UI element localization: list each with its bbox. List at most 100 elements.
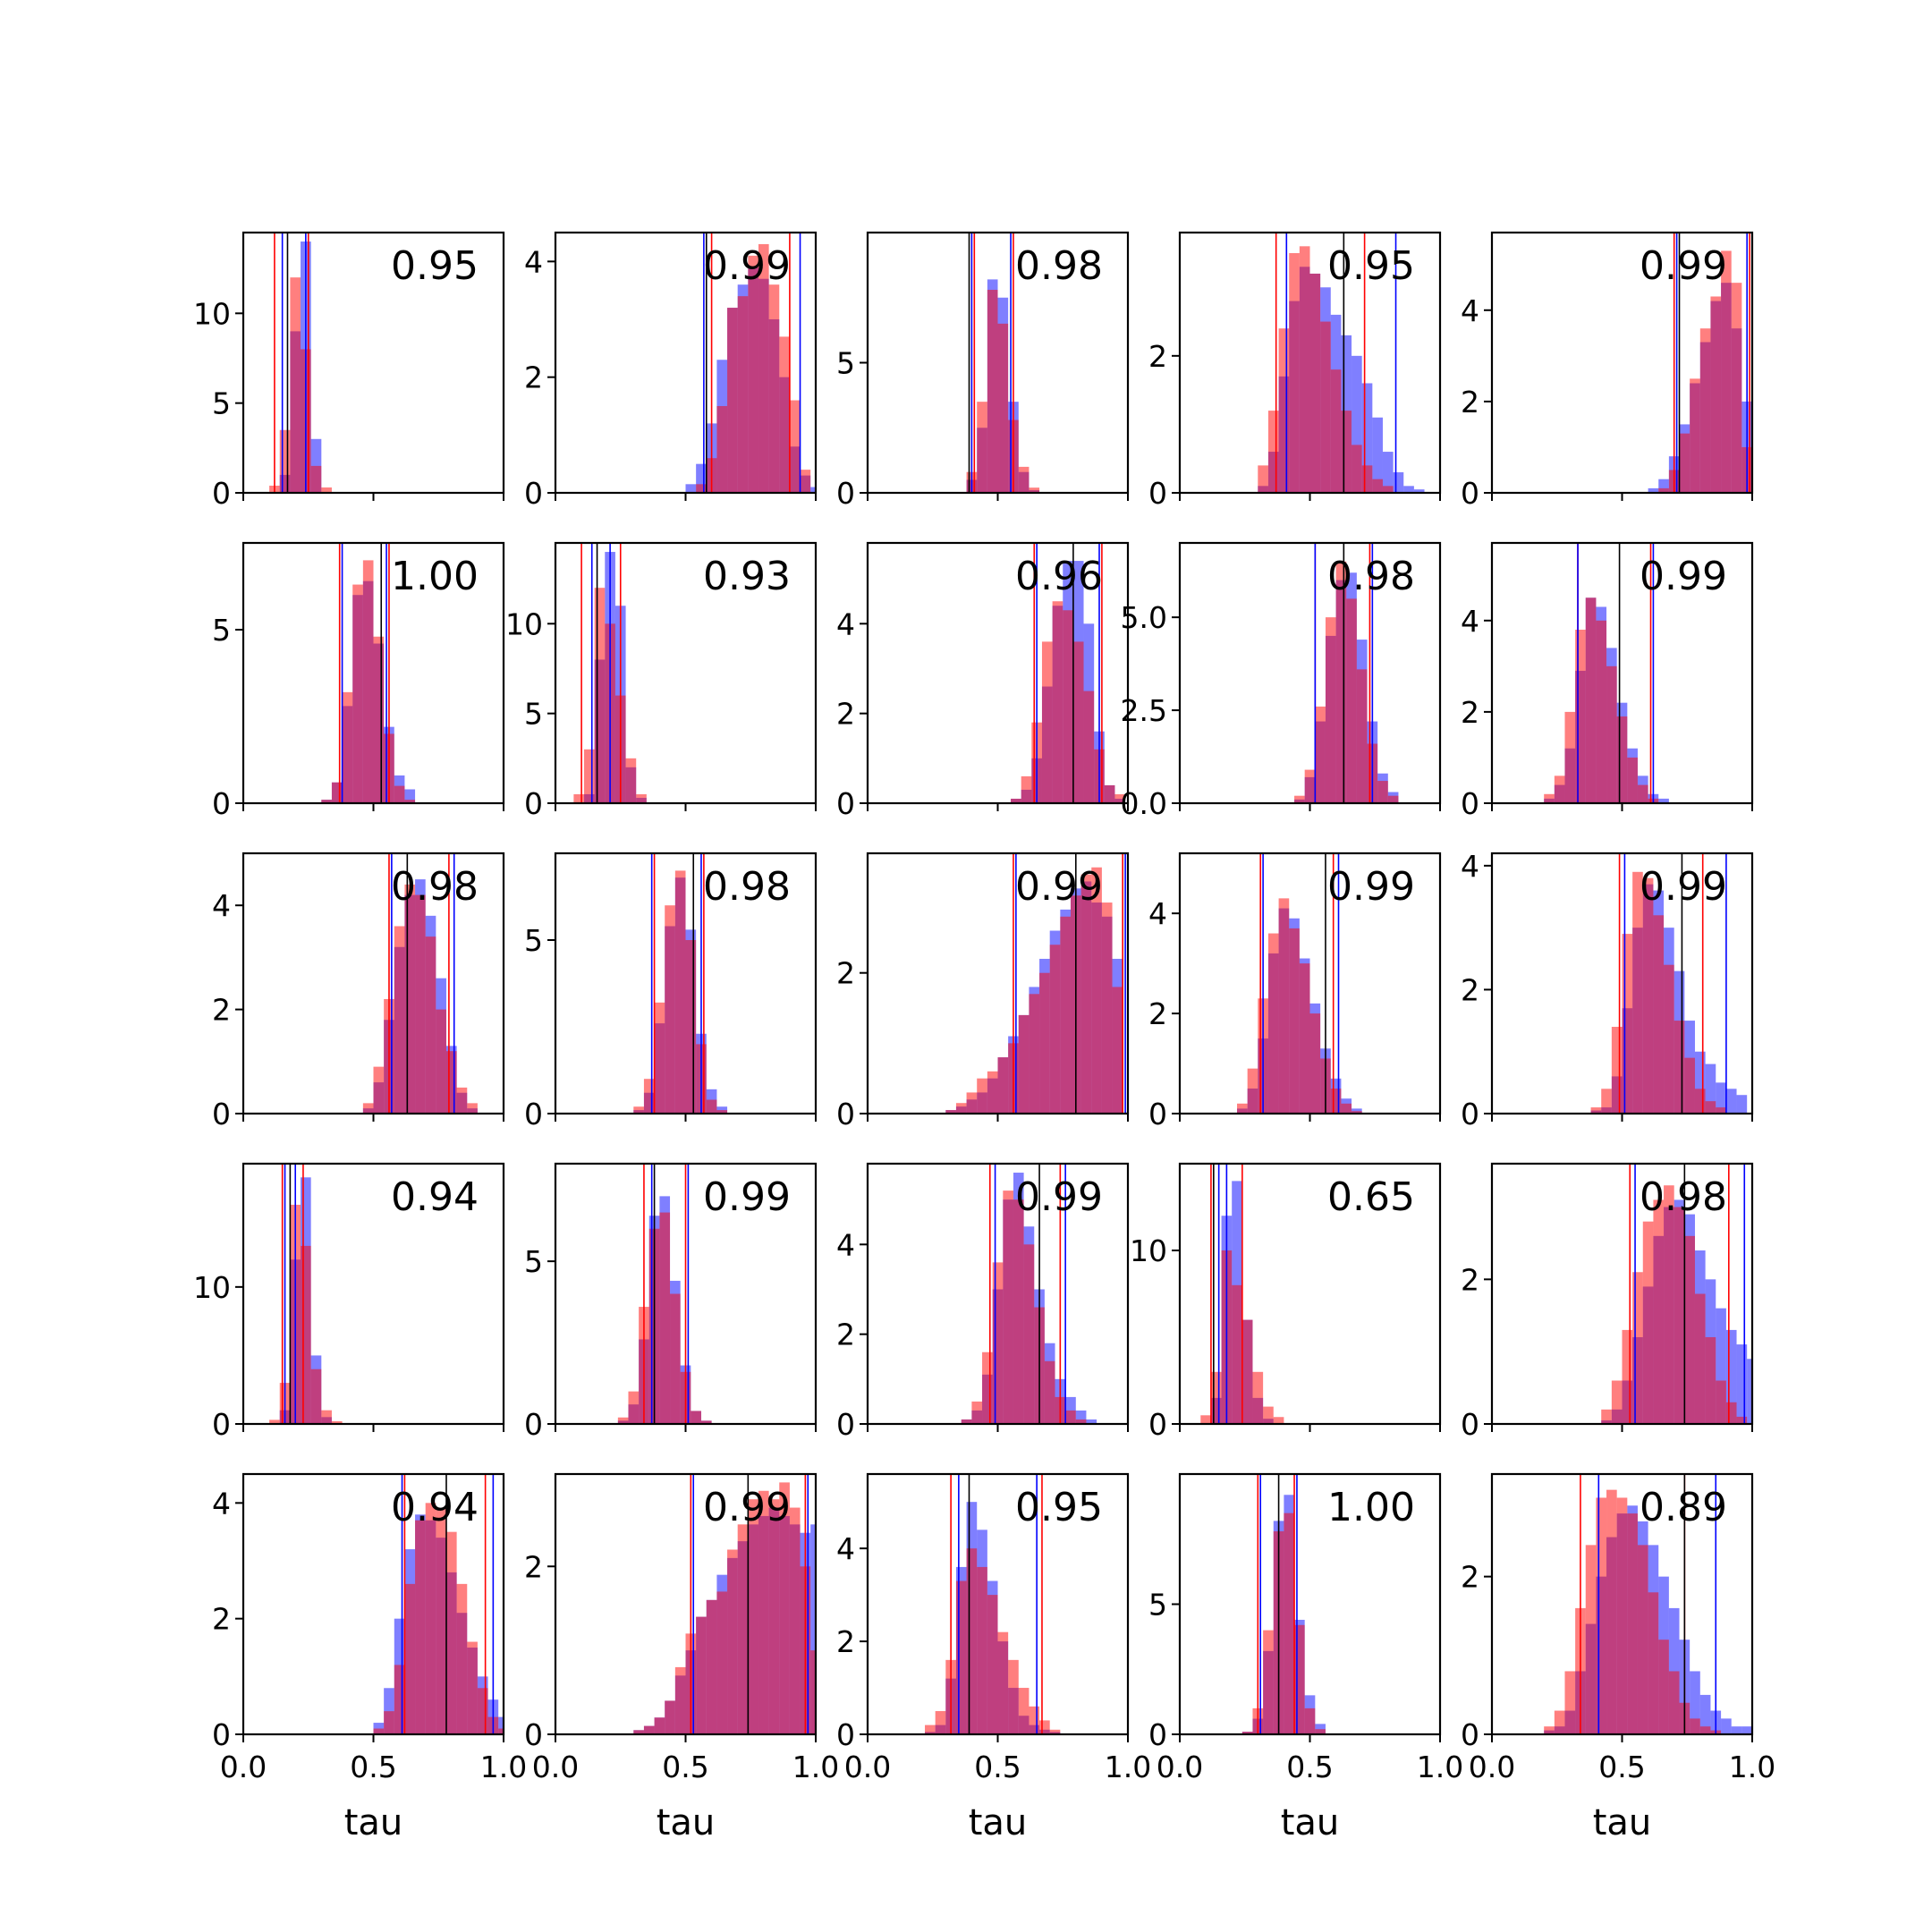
subplot-3-5: 0 2 4 0.99 <box>1461 849 1754 1131</box>
red-histogram-bar <box>966 1092 978 1114</box>
x-axis-label: tau <box>1281 1802 1340 1843</box>
blue-histogram-bar <box>1736 1095 1748 1114</box>
blue-histogram-bar <box>1382 452 1394 493</box>
red-histogram-bar <box>737 1524 749 1734</box>
ratio-annotation: 0.94 <box>391 1485 479 1530</box>
red-histogram-bar <box>1705 1101 1716 1114</box>
x-tick-label: 1.0 <box>480 1750 527 1784</box>
y-tick-label: 2 <box>836 1624 855 1659</box>
red-histogram-bar <box>1049 945 1061 1114</box>
x-tick-label: 1.0 <box>1105 1750 1151 1784</box>
subplot-5-1: 0 2 4 0.0 0.5 1.0 tau 0.94 <box>212 1472 527 1843</box>
red-histogram-bar <box>1273 1417 1284 1424</box>
x-tick-label: 0.5 <box>662 1750 708 1784</box>
plot-area <box>1241 1474 1326 1734</box>
subplot-5-3: 0 2 4 0.0 0.5 1.0 tau 0.95 <box>836 1472 1151 1843</box>
red-histogram-bar <box>1616 716 1628 803</box>
x-tick-label: 1.0 <box>1417 1750 1463 1784</box>
subplot-3-1: 0 2 4 0.98 <box>212 852 505 1131</box>
plot-area <box>1200 1164 1284 1424</box>
red-histogram-bar <box>1705 1337 1716 1424</box>
red-histogram-bar <box>1018 1688 1030 1734</box>
blue-histogram-bar <box>1372 417 1383 493</box>
red-histogram-bar <box>758 243 769 493</box>
red-histogram-bar <box>352 584 363 803</box>
red-histogram-bar <box>1341 1103 1352 1114</box>
red-histogram-bar <box>1601 1089 1612 1114</box>
red-histogram-bar <box>1294 795 1305 803</box>
y-tick-label: 4 <box>1461 849 1479 884</box>
subplot-3-4: 0 2 4 0.99 <box>1148 852 1442 1131</box>
y-tick-label: 0 <box>1148 476 1167 511</box>
red-histogram-bar <box>456 1583 468 1734</box>
blue-histogram-bar <box>1716 1082 1726 1114</box>
red-histogram-bar <box>584 749 595 803</box>
blue-histogram-bar <box>1716 1308 1726 1424</box>
y-tick-label: 5 <box>1148 1588 1167 1623</box>
red-histogram-bar <box>1278 898 1290 1114</box>
red-histogram-bar <box>1049 1729 1061 1734</box>
red-histogram-bar <box>445 1051 457 1114</box>
blue-histogram-bar <box>696 463 707 493</box>
red-histogram-bar <box>1596 620 1607 803</box>
red-histogram-bar <box>1637 1545 1648 1734</box>
red-histogram-bar <box>727 1549 738 1734</box>
ratio-annotation: 1.00 <box>1327 1485 1415 1530</box>
red-histogram-bar <box>1029 1706 1040 1734</box>
y-tick-label: 5 <box>524 1244 543 1279</box>
red-histogram-bar <box>1263 1406 1274 1424</box>
red-histogram-bar <box>997 1631 1009 1734</box>
red-histogram-bar <box>1346 598 1357 803</box>
y-tick-label: 4 <box>836 606 855 641</box>
ratio-annotation: 0.99 <box>1640 864 1727 910</box>
x-tick-label: 0.5 <box>350 1750 396 1784</box>
red-histogram-bar <box>1596 1497 1607 1734</box>
red-histogram-bar <box>977 1078 987 1114</box>
y-tick-label: 2 <box>836 697 855 732</box>
blue-histogram-bar <box>1075 1410 1087 1424</box>
red-histogram-bar <box>654 1717 665 1734</box>
red-histogram-bar <box>1632 1272 1643 1424</box>
red-histogram-bar <box>362 560 374 803</box>
red-histogram-bar <box>659 1212 671 1424</box>
red-histogram-bar <box>1637 784 1648 803</box>
y-tick-label: 2 <box>1148 339 1167 374</box>
subplot-4-4: 0 10 0.65 <box>1130 1162 1442 1442</box>
red-histogram-bar <box>1716 1107 1726 1114</box>
subplot-2-5: 0 2 4 0.99 <box>1461 541 1754 821</box>
red-histogram-bar <box>1284 1513 1295 1734</box>
x-tick-label: 0.5 <box>1286 1750 1333 1784</box>
y-tick-label: 0 <box>836 476 855 511</box>
red-histogram-bar <box>706 1099 717 1114</box>
red-histogram-bar <box>633 1730 644 1734</box>
red-histogram-bar <box>1627 1513 1638 1734</box>
red-histogram-bar <box>633 1106 644 1114</box>
red-histogram-bar <box>1325 617 1336 803</box>
y-tick-label: 0 <box>1148 1717 1167 1752</box>
red-histogram-bar <box>1664 1185 1674 1424</box>
red-histogram-bar <box>1200 1415 1211 1424</box>
red-histogram-bar <box>1241 1732 1253 1734</box>
red-histogram-bar <box>1352 1111 1362 1114</box>
red-histogram-bar <box>977 1566 987 1734</box>
red-histogram-bar <box>1648 1592 1659 1734</box>
red-histogram-bar <box>415 894 426 1114</box>
blue-histogram-bar <box>498 1716 504 1734</box>
red-histogram-bar <box>1653 1199 1665 1424</box>
red-histogram-bar <box>966 1548 978 1734</box>
red-histogram-bar <box>1299 963 1310 1114</box>
plot-area <box>617 1164 712 1424</box>
blue-histogram-bar <box>1747 1359 1752 1424</box>
y-tick-label: 0 <box>836 786 855 821</box>
red-histogram-bar <box>594 588 606 803</box>
red-histogram-bar <box>425 1503 436 1734</box>
y-tick-label: 2 <box>1461 972 1479 1007</box>
red-histogram-bar <box>1731 283 1742 493</box>
y-tick-label: 0 <box>836 1407 855 1442</box>
y-tick-label: 10 <box>1130 1233 1167 1268</box>
subplot-4-2: 050.99 <box>524 1162 818 1442</box>
y-tick-label: 5.0 <box>1121 600 1167 635</box>
red-histogram-bar <box>1299 246 1310 493</box>
red-histogram-bar <box>445 1531 457 1734</box>
red-histogram-bar <box>425 936 436 1114</box>
